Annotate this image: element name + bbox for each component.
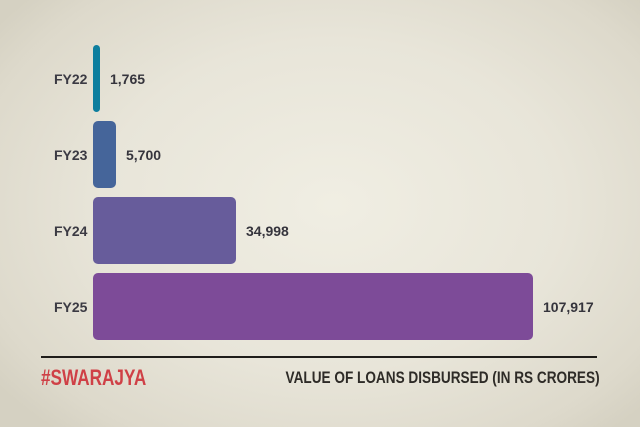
chart-title: VALUE OF LOANS DISBURSED (IN RS CRORES)	[285, 368, 600, 387]
bar-row-fy25: FY25 107,917	[0, 273, 640, 340]
category-label-fy22: FY22	[54, 70, 88, 87]
value-label-fy24: 34,998	[246, 222, 289, 239]
bar-row-fy23: FY23 5,700	[0, 121, 640, 188]
bar-fy23	[93, 121, 116, 188]
footer-divider	[41, 356, 597, 358]
value-label-fy22: 1,765	[110, 70, 146, 87]
brand-logo: #SWARAJYA	[41, 365, 147, 390]
bar-row-fy24: FY24 34,998	[0, 197, 640, 264]
value-label-fy23: 5,700	[126, 146, 162, 163]
footer: #SWARAJYA VALUE OF LOANS DISBURSED (IN R…	[41, 364, 600, 392]
bar-fy24	[93, 197, 236, 264]
bar-fy22	[93, 45, 100, 112]
bar-row-fy22: FY22 1,765	[0, 45, 640, 112]
value-label-fy25: 107,917	[543, 298, 594, 315]
bar-chart: FY22 1,765 FY23 5,700 FY24 34,998 FY25 1…	[0, 45, 640, 340]
category-label-fy24: FY24	[54, 222, 88, 239]
category-label-fy23: FY23	[54, 146, 88, 163]
category-label-fy25: FY25	[54, 298, 88, 315]
bar-fy25	[93, 273, 533, 340]
